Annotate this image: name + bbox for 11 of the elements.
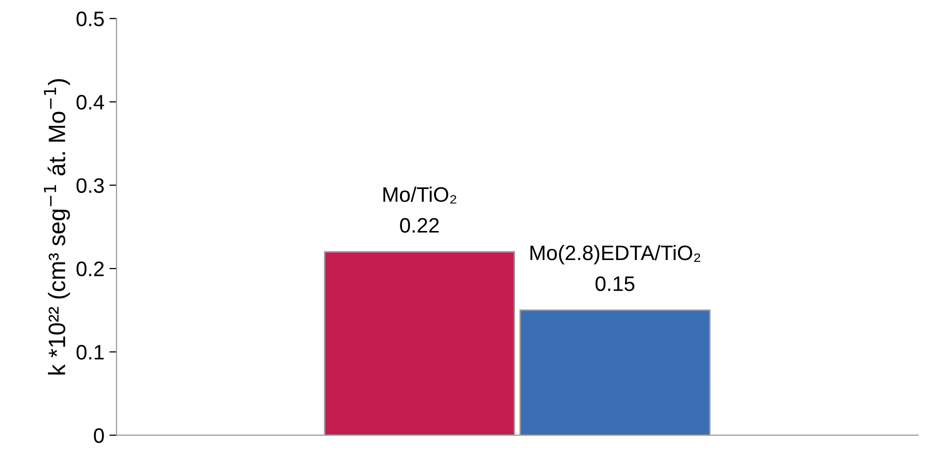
y-tick-label: 0.1 [76,344,104,360]
y-tick-label: 0.3 [76,178,104,193]
y-tick-label: 0.5 [76,12,104,26]
y-tick-label: 0.4 [76,94,104,110]
y-axis-title: k *10²² (cm³ seg$^{−1}$ át. Mo$^{−1}$) [44,79,70,374]
data-label: 0.22 [400,218,439,233]
data-label: 0.15 [596,276,634,292]
x-tick-label: Mo(2.8)EDTA/TiO₂ [530,244,700,264]
y-tick-label: 0.2 [76,262,104,276]
y-tick-label: 0 [94,428,104,443]
x-tick-label: Mo/TiO₂ [383,186,456,204]
